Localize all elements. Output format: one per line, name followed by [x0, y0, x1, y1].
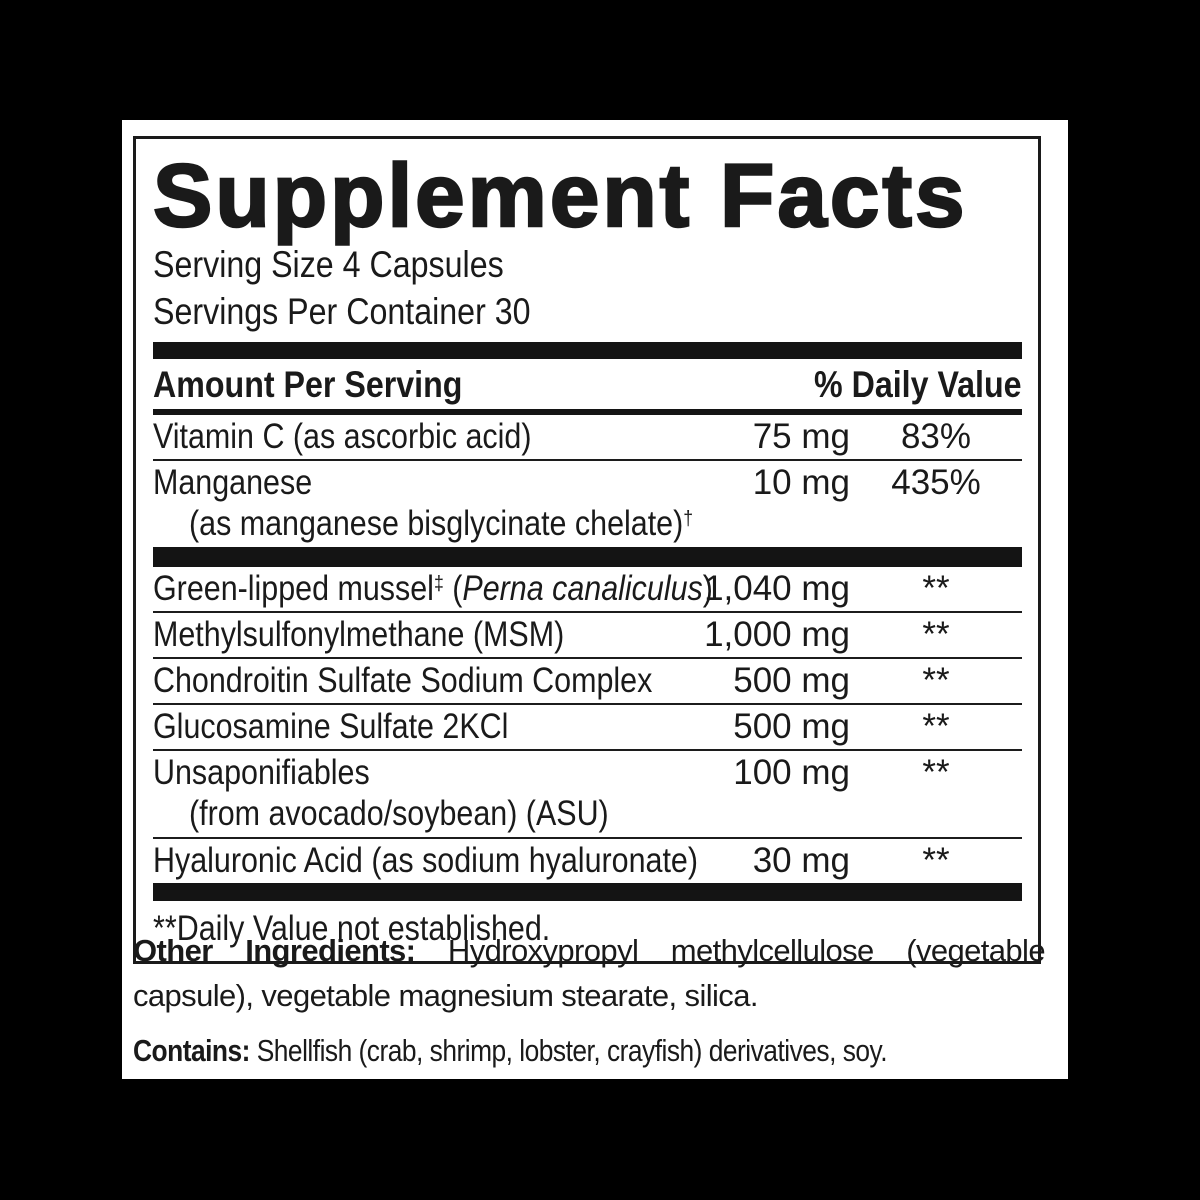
nutrient-amount: 500 mg	[733, 661, 850, 700]
nutrient-row-unsaponifiables: Unsaponifiables 100 mg ** (from avocado/…	[153, 751, 1022, 837]
other-ingredients-label: Other Ingredients:	[133, 933, 416, 968]
servings-per-container-line: Servings Per Container 30	[153, 288, 1022, 335]
supplement-label-panel: Supplement Facts Serving Size 4 Capsules…	[122, 120, 1068, 1079]
supplement-facts-box: Supplement Facts Serving Size 4 Capsules…	[133, 136, 1041, 964]
nutrient-daily-value: **	[922, 661, 950, 700]
nutrient-row-vitamin-c: Vitamin C (as ascorbic acid) 75 mg 83%	[153, 415, 1022, 459]
serving-size-text: Serving Size 4 Capsules	[153, 244, 504, 285]
dagger-footnote-mark: †	[683, 508, 694, 531]
nutrient-row-glucosamine: Glucosamine Sulfate 2KCl 500 mg **	[153, 705, 1022, 749]
row-separator	[153, 459, 1022, 461]
nutrient-name: Unsaponifiables	[153, 753, 370, 792]
nutrient-daily-value: **	[922, 569, 950, 608]
row-separator	[153, 837, 1022, 839]
nutrient-row-hyaluronic-acid: Hyaluronic Acid (as sodium hyaluronate) …	[153, 839, 1022, 883]
contains-label: Contains:	[133, 1033, 250, 1068]
row-separator	[153, 657, 1022, 659]
nutrient-line: Manganese 10 mg 435%	[153, 463, 1022, 503]
nutrient-name: Chondroitin Sulfate Sodium Complex	[153, 661, 653, 700]
thick-divider-bottom	[153, 883, 1022, 901]
nutrient-row-manganese: Manganese 10 mg 435% (as manganese bisgl…	[153, 461, 1022, 547]
servings-per-container-text: Servings Per Container 30	[153, 291, 531, 332]
daily-value-header: % Daily Value	[814, 364, 1022, 405]
serving-size-line: Serving Size 4 Capsules	[153, 241, 1022, 288]
nutrient-amount: 1,000 mg	[704, 615, 850, 654]
nutrient-line: Green-lipped mussel‡ (Perna canaliculus)…	[153, 569, 1022, 609]
nutrient-line: Vitamin C (as ascorbic acid) 75 mg 83%	[153, 417, 1022, 457]
nutrient-subline: (from avocado/soybean) (ASU)	[189, 794, 609, 833]
label-footer: Other Ingredients: Hydroxypropyl methylc…	[133, 928, 1046, 1071]
nutrient-name: Hyaluronic Acid (as sodium hyaluronate)	[153, 841, 698, 880]
nutrient-name: Manganese	[153, 463, 313, 502]
nutrient-daily-value: **	[922, 615, 950, 654]
nutrient-name: Vitamin C (as ascorbic acid)	[153, 417, 532, 456]
nutrient-line: Methylsulfonylmethane (MSM) 1,000 mg **	[153, 615, 1022, 655]
nutrient-daily-value: **	[922, 707, 950, 746]
nutrient-amount: 1,040 mg	[704, 569, 850, 608]
nutrient-amount: 10 mg	[752, 463, 850, 502]
other-ingredients-paragraph: Other Ingredients: Hydroxypropyl methylc…	[133, 928, 1046, 1018]
header-underline	[153, 409, 1022, 415]
amount-per-serving-header: Amount Per Serving	[153, 364, 463, 405]
nutrient-row-chondroitin: Chondroitin Sulfate Sodium Complex 500 m…	[153, 659, 1022, 703]
row-separator	[153, 703, 1022, 705]
contains-paragraph: Contains: Shellfish (crab, shrimp, lobst…	[133, 1031, 1045, 1071]
daily-value-footnote: **Daily Value not established.	[153, 909, 551, 948]
table-header-row: Amount Per Serving % Daily Value	[153, 359, 1022, 409]
nutrient-subline: (as manganese bisglycinate chelate)†	[189, 504, 694, 543]
nutrient-daily-value: **	[922, 753, 950, 792]
thick-divider-top	[153, 342, 1022, 359]
nutrient-daily-value: **	[922, 841, 950, 880]
nutrient-line: Hyaluronic Acid (as sodium hyaluronate) …	[153, 841, 1022, 881]
nutrient-name: Glucosamine Sulfate 2KCl	[153, 707, 509, 746]
other-ingredients-text: Hydroxypropyl methylcellulose (vegetable…	[133, 933, 1046, 1013]
nutrient-name: Methylsulfonylmethane (MSM)	[153, 615, 565, 654]
nutrient-line: Chondroitin Sulfate Sodium Complex 500 m…	[153, 661, 1022, 701]
nutrient-row-green-lipped-mussel: Green-lipped mussel‡ (Perna canaliculus)…	[153, 567, 1022, 611]
nutrient-amount: 100 mg	[733, 753, 850, 792]
nutrient-daily-value: 435%	[891, 463, 981, 502]
contains-text: Shellfish (crab, shrimp, lobster, crayfi…	[249, 1033, 888, 1068]
nutrient-line: Glucosamine Sulfate 2KCl 500 mg **	[153, 707, 1022, 747]
supplement-facts-title: Supplement Facts	[152, 145, 968, 245]
nutrient-name: Green-lipped mussel‡ (Perna canaliculus)	[153, 569, 713, 608]
nutrient-amount: 500 mg	[733, 707, 850, 746]
row-separator	[153, 611, 1022, 613]
nutrient-row-msm: Methylsulfonylmethane (MSM) 1,000 mg **	[153, 613, 1022, 657]
nutrient-amount: 75 mg	[752, 417, 850, 456]
nutrient-line: Unsaponifiables 100 mg **	[153, 753, 1022, 793]
row-separator	[153, 749, 1022, 751]
nutrient-amount: 30 mg	[752, 841, 850, 880]
double-dagger-footnote-mark: ‡	[433, 573, 444, 596]
latin-species-name: Perna canaliculus	[462, 569, 703, 608]
thick-divider-middle	[153, 547, 1022, 567]
nutrient-daily-value: 83%	[900, 417, 972, 456]
